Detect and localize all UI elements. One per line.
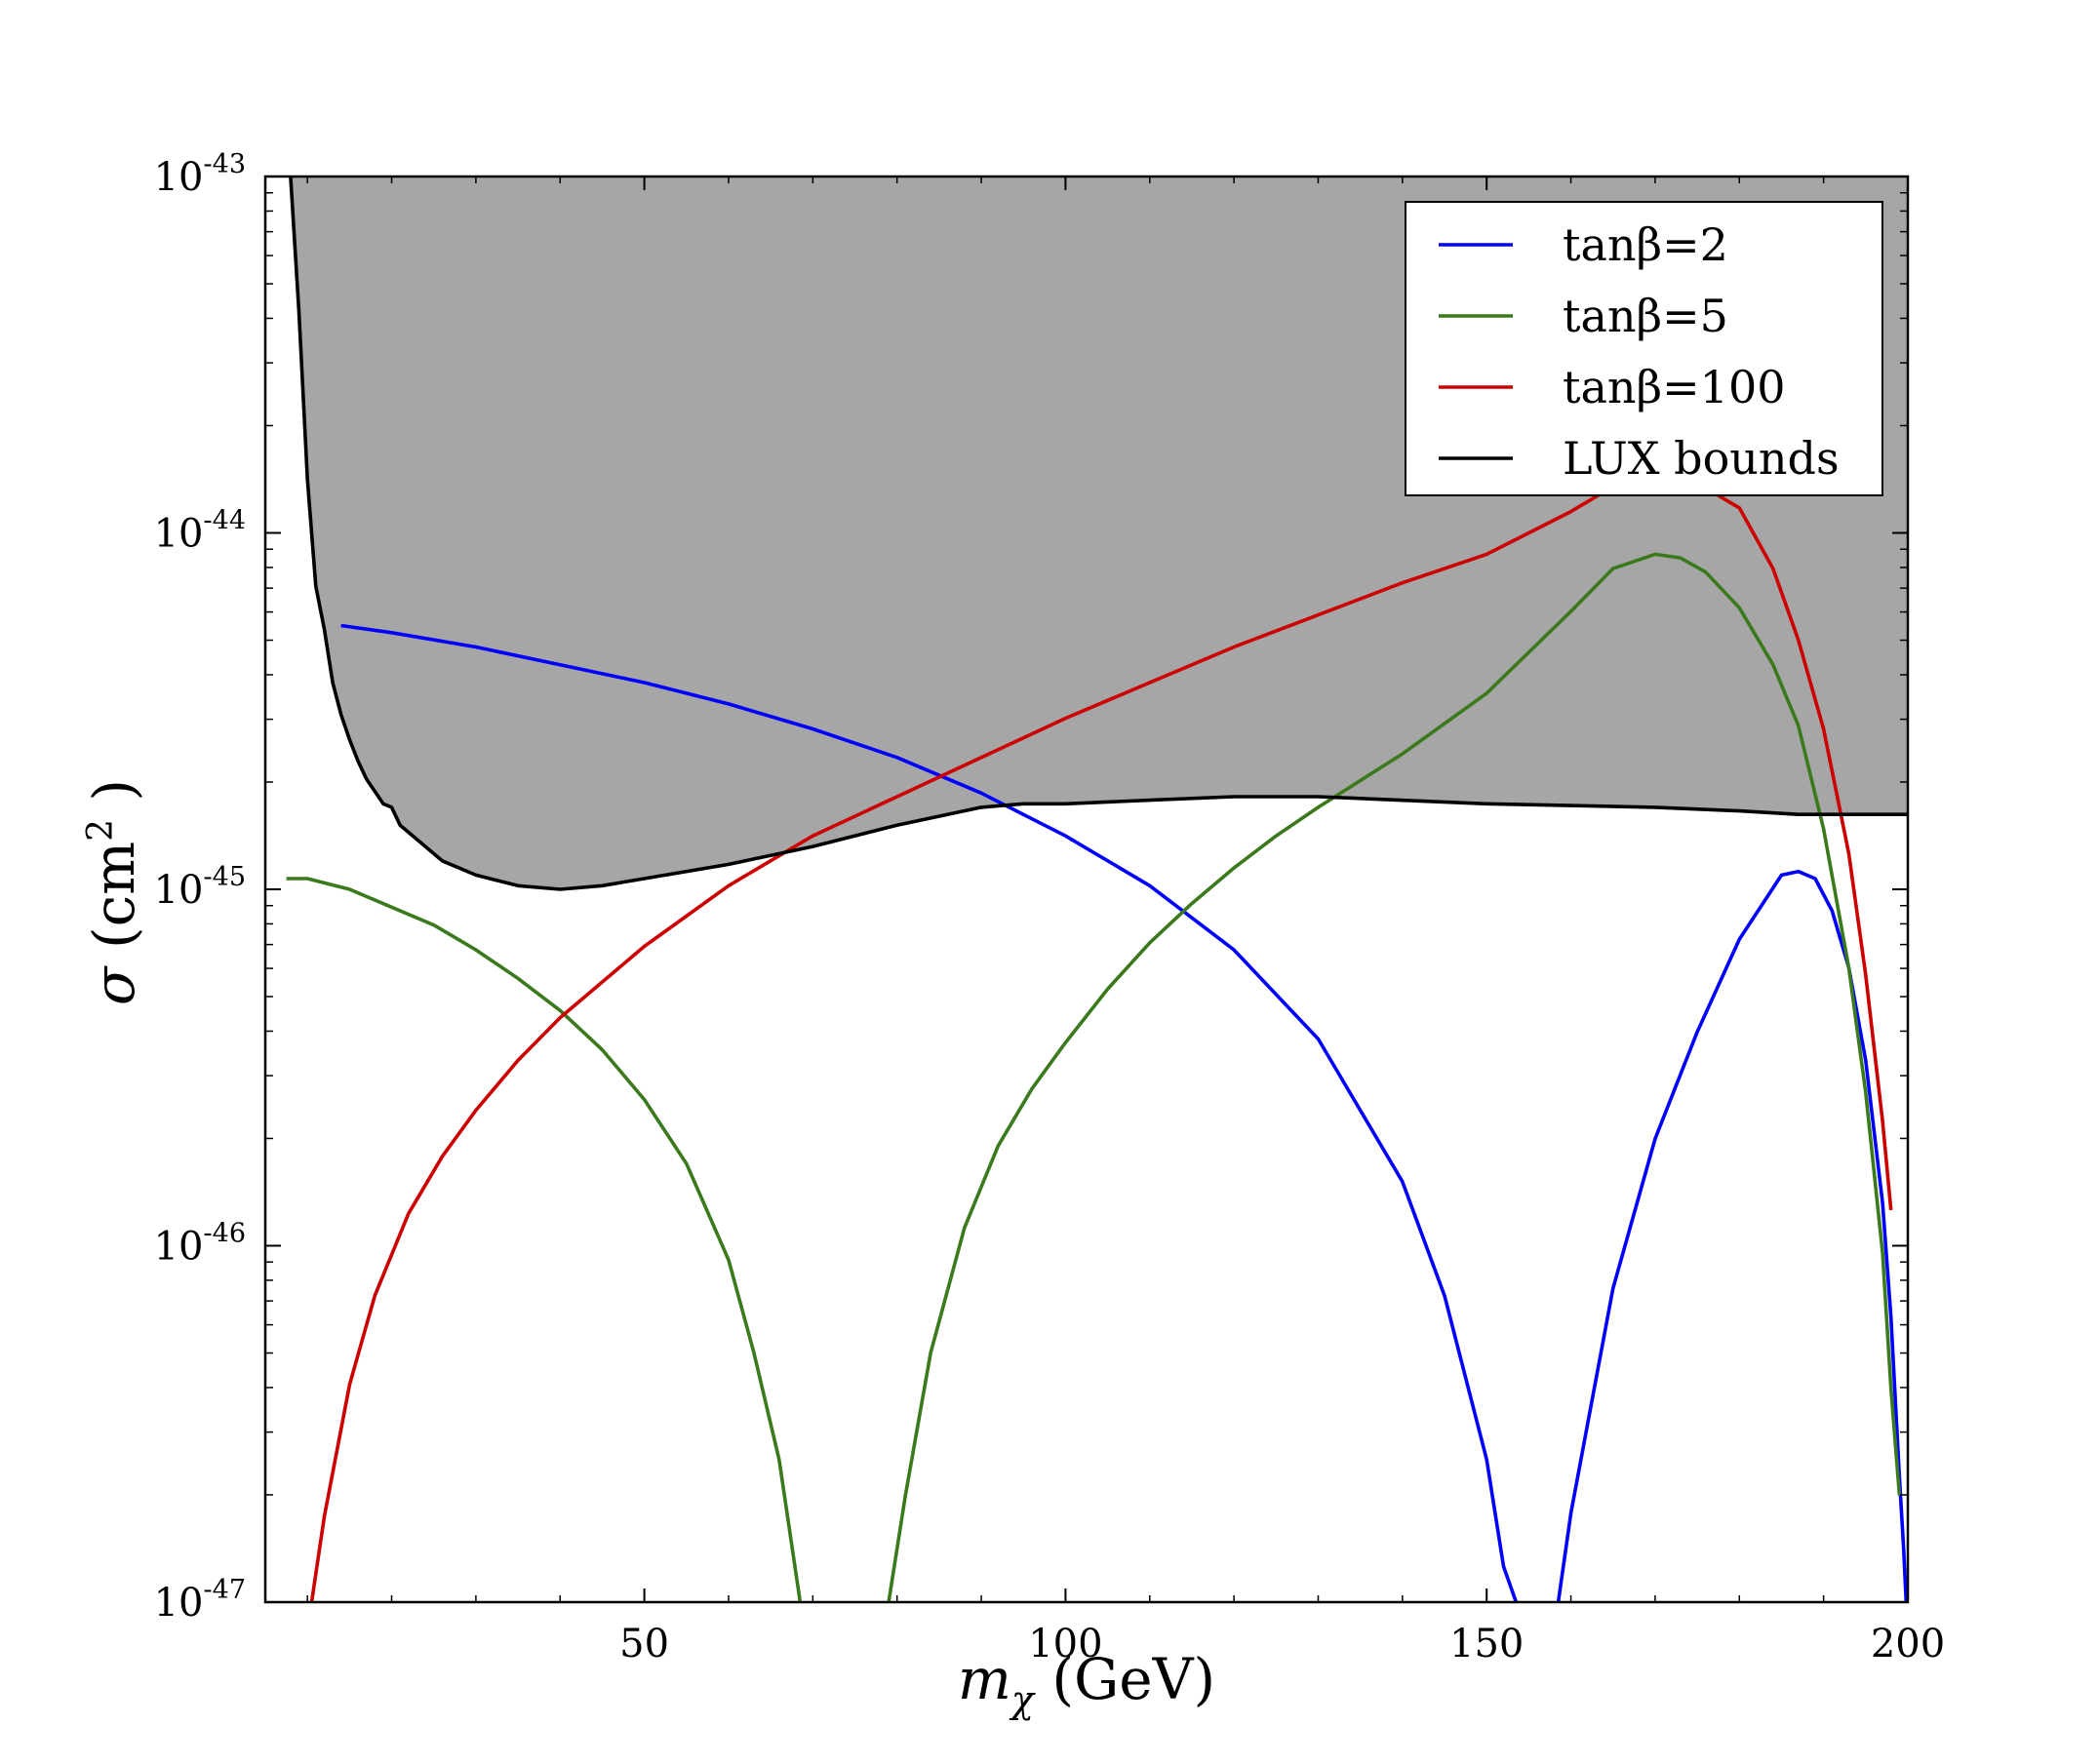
x-tick-label-150: 150	[1449, 1622, 1524, 1666]
svg-text:σ (cm2 ): σ (cm2 )	[81, 779, 147, 1005]
x-tick-label-50: 50	[619, 1622, 669, 1666]
y-tick-label--47: 10-47	[154, 1575, 246, 1626]
legend-label-tanbeta-2: tanβ=2	[1563, 218, 1728, 271]
x-axis-title: mχ (GeV)	[958, 1646, 1215, 1721]
y-tick-label--45: 10-45	[154, 862, 246, 913]
legend-label-lux-bounds: LUX bounds	[1563, 432, 1840, 485]
y-axis-unit-open: (cm	[81, 842, 147, 967]
y-axis-title: σ (cm2 )	[81, 779, 147, 1005]
y-axis-unit-exp: 2	[81, 819, 121, 842]
y-axis-symbol: σ	[81, 965, 147, 1005]
x-tick-label-200: 200	[1871, 1622, 1945, 1666]
legend-label-tanbeta-100: tanβ=100	[1563, 361, 1785, 413]
y-tick-label--44: 10-44	[154, 506, 246, 557]
legend: tanβ=2 tanβ=5 tanβ=100 LUX bounds	[1405, 201, 1883, 496]
series-line-lux-bounds-5	[289, 176, 1908, 891]
y-tick-label--46: 10-46	[154, 1219, 246, 1270]
x-axis-subscript: χ	[1009, 1678, 1036, 1721]
x-tick-label-100: 100	[1028, 1622, 1102, 1666]
legend-box	[1405, 201, 1883, 496]
y-axis-unit-close: )	[81, 779, 147, 819]
series-line-tanbeta-5-3	[887, 552, 1902, 1602]
legend-label-tanbeta-5: tanβ=5	[1563, 290, 1728, 342]
x-axis-unit: (GeV)	[1034, 1646, 1215, 1712]
y-tick-label--43: 10-43	[154, 149, 246, 200]
series-line-tanbeta-2-1	[1556, 869, 1908, 1602]
series-line-tanbeta-100-4	[309, 474, 1893, 1602]
series-line-tanbeta-2-0	[340, 623, 1519, 1602]
series-line-tanbeta-5-2	[286, 877, 803, 1602]
svg-text:mχ (GeV): mχ (GeV)	[958, 1646, 1215, 1721]
x-axis-symbol: m	[958, 1646, 1011, 1712]
